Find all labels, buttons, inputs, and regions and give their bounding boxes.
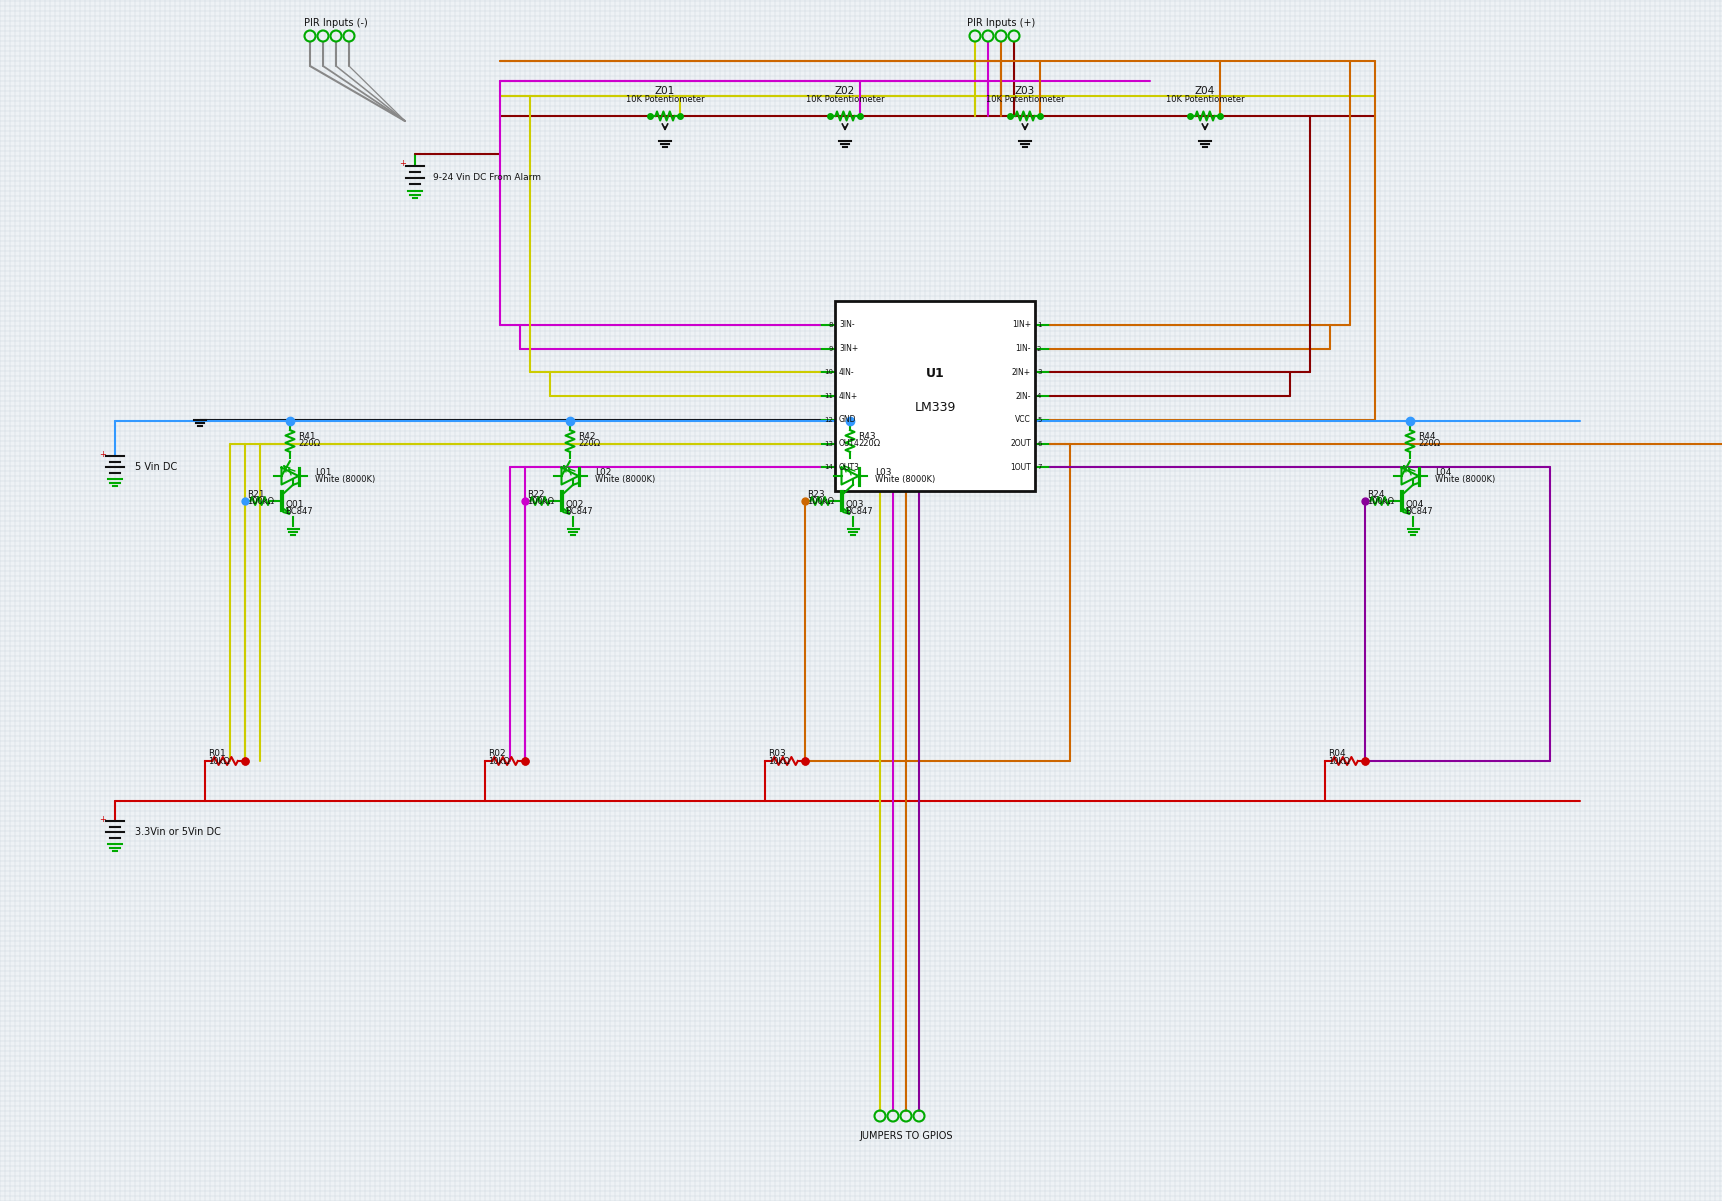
Text: Z03: Z03 — [1014, 86, 1035, 96]
Text: +: + — [100, 449, 107, 459]
Text: 220Ω: 220Ω — [579, 438, 601, 448]
Text: White (8000K): White (8000K) — [596, 474, 656, 484]
Text: 100kΩ: 100kΩ — [1367, 496, 1395, 506]
Text: BC847: BC847 — [846, 507, 873, 515]
Text: 9: 9 — [828, 346, 833, 352]
Text: 100kΩ: 100kΩ — [246, 496, 274, 506]
Text: PIR Inputs (+): PIR Inputs (+) — [966, 18, 1035, 28]
Text: R21: R21 — [246, 490, 265, 498]
Text: R44: R44 — [1417, 431, 1436, 441]
Text: Q02: Q02 — [565, 500, 584, 508]
Text: 4: 4 — [1037, 393, 1042, 399]
Text: 12: 12 — [825, 417, 833, 423]
Text: 2IN+: 2IN+ — [1013, 368, 1031, 377]
Text: L03: L03 — [875, 467, 892, 477]
Text: 100kΩ: 100kΩ — [527, 496, 554, 506]
Text: R01: R01 — [208, 749, 226, 759]
Text: R24: R24 — [1367, 490, 1384, 498]
Text: 3.3Vin or 5Vin DC: 3.3Vin or 5Vin DC — [134, 827, 220, 837]
Text: Q01: Q01 — [286, 500, 303, 508]
Text: 1IN-: 1IN- — [1016, 343, 1031, 353]
Text: 1IN+: 1IN+ — [1013, 321, 1031, 329]
Text: GND: GND — [839, 416, 856, 424]
Text: 9-24 Vin DC From Alarm: 9-24 Vin DC From Alarm — [432, 173, 541, 181]
Text: JUMPERS TO GPIOS: JUMPERS TO GPIOS — [859, 1131, 952, 1141]
Text: 2: 2 — [1037, 346, 1042, 352]
Text: R41: R41 — [298, 431, 315, 441]
Text: 5 Vin DC: 5 Vin DC — [134, 462, 177, 472]
FancyBboxPatch shape — [835, 301, 1035, 491]
Text: VCC: VCC — [1016, 416, 1031, 424]
Text: 5: 5 — [1037, 417, 1042, 423]
Text: 10kΩ: 10kΩ — [768, 757, 790, 765]
Text: 10K Potentiometer: 10K Potentiometer — [1166, 95, 1245, 103]
Text: 4IN-: 4IN- — [839, 368, 854, 377]
Text: BC847: BC847 — [286, 507, 313, 515]
Text: 6: 6 — [1037, 441, 1042, 447]
Text: 10: 10 — [825, 369, 833, 375]
Text: White (8000K): White (8000K) — [315, 474, 375, 484]
Text: OUT4: OUT4 — [839, 440, 859, 448]
Text: 10K Potentiometer: 10K Potentiometer — [985, 95, 1064, 103]
Text: R03: R03 — [768, 749, 785, 759]
Text: 10kΩ: 10kΩ — [208, 757, 229, 765]
Text: White (8000K): White (8000K) — [875, 474, 935, 484]
Text: 1OUT: 1OUT — [1011, 462, 1031, 472]
Text: Z01: Z01 — [654, 86, 675, 96]
Text: OUT3: OUT3 — [839, 462, 859, 472]
Text: Z02: Z02 — [835, 86, 856, 96]
Text: L04: L04 — [1434, 467, 1452, 477]
Text: BC847: BC847 — [565, 507, 592, 515]
Text: 10K Potentiometer: 10K Potentiometer — [625, 95, 704, 103]
Text: R43: R43 — [858, 431, 875, 441]
Text: 10K Potentiometer: 10K Potentiometer — [806, 95, 885, 103]
Text: 100kΩ: 100kΩ — [808, 496, 833, 506]
Text: PIR Inputs (-): PIR Inputs (-) — [305, 18, 369, 28]
Text: 3IN-: 3IN- — [839, 321, 854, 329]
Text: 2OUT: 2OUT — [1011, 440, 1031, 448]
Text: BC847: BC847 — [1405, 507, 1433, 515]
Text: 4IN+: 4IN+ — [839, 392, 858, 400]
Text: 13: 13 — [825, 441, 833, 447]
Text: LM339: LM339 — [914, 401, 956, 414]
Text: 3IN+: 3IN+ — [839, 343, 858, 353]
Text: +: + — [400, 160, 406, 168]
Text: 14: 14 — [825, 465, 833, 471]
Text: U1: U1 — [926, 366, 944, 380]
Text: 10kΩ: 10kΩ — [487, 757, 510, 765]
Text: 10kΩ: 10kΩ — [1328, 757, 1350, 765]
Text: 220Ω: 220Ω — [1417, 438, 1440, 448]
Text: R22: R22 — [527, 490, 544, 498]
Text: 220Ω: 220Ω — [298, 438, 320, 448]
Text: 7: 7 — [1037, 465, 1042, 471]
Text: L02: L02 — [596, 467, 611, 477]
Text: 220Ω: 220Ω — [858, 438, 880, 448]
Text: White (8000K): White (8000K) — [1434, 474, 1495, 484]
Text: 1: 1 — [1037, 322, 1042, 328]
Text: Q03: Q03 — [846, 500, 863, 508]
Text: R23: R23 — [808, 490, 825, 498]
Text: 8: 8 — [828, 322, 833, 328]
Text: L01: L01 — [315, 467, 332, 477]
Text: R02: R02 — [487, 749, 506, 759]
Text: R42: R42 — [579, 431, 596, 441]
Text: 3: 3 — [1037, 369, 1042, 375]
Text: 11: 11 — [825, 393, 833, 399]
Text: Q04: Q04 — [1405, 500, 1424, 508]
Text: 2IN-: 2IN- — [1016, 392, 1031, 400]
Text: R04: R04 — [1328, 749, 1345, 759]
Text: +: + — [100, 814, 107, 824]
Text: Z04: Z04 — [1195, 86, 1216, 96]
